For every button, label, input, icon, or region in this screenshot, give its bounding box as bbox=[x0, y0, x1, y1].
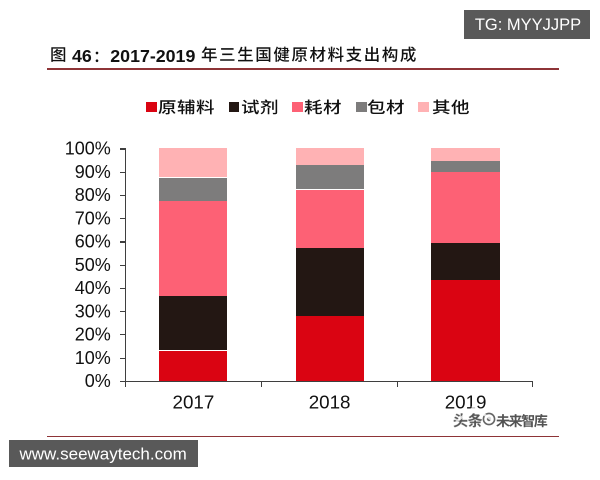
svg-text:80%: 80% bbox=[75, 185, 111, 205]
svg-text:www.seewaytech.com: www.seewaytech.com bbox=[19, 445, 187, 464]
svg-text:46: 46 bbox=[72, 46, 92, 66]
svg-text:0%: 0% bbox=[85, 371, 111, 391]
svg-text:90%: 90% bbox=[75, 162, 111, 182]
svg-text:10%: 10% bbox=[75, 348, 111, 368]
svg-text:2017-2019: 2017-2019 bbox=[110, 46, 195, 66]
svg-text:2018: 2018 bbox=[309, 391, 351, 412]
svg-text:60%: 60% bbox=[75, 232, 111, 252]
svg-text:50%: 50% bbox=[75, 255, 111, 275]
svg-text:30%: 30% bbox=[75, 301, 111, 321]
svg-text:20%: 20% bbox=[75, 325, 111, 345]
svg-text:70%: 70% bbox=[75, 208, 111, 228]
svg-text:40%: 40% bbox=[75, 278, 111, 298]
svg-text:2017: 2017 bbox=[173, 391, 215, 412]
svg-text:100%: 100% bbox=[65, 139, 111, 159]
svg-text:TG: MYYJJPP: TG: MYYJJPP bbox=[475, 16, 581, 34]
